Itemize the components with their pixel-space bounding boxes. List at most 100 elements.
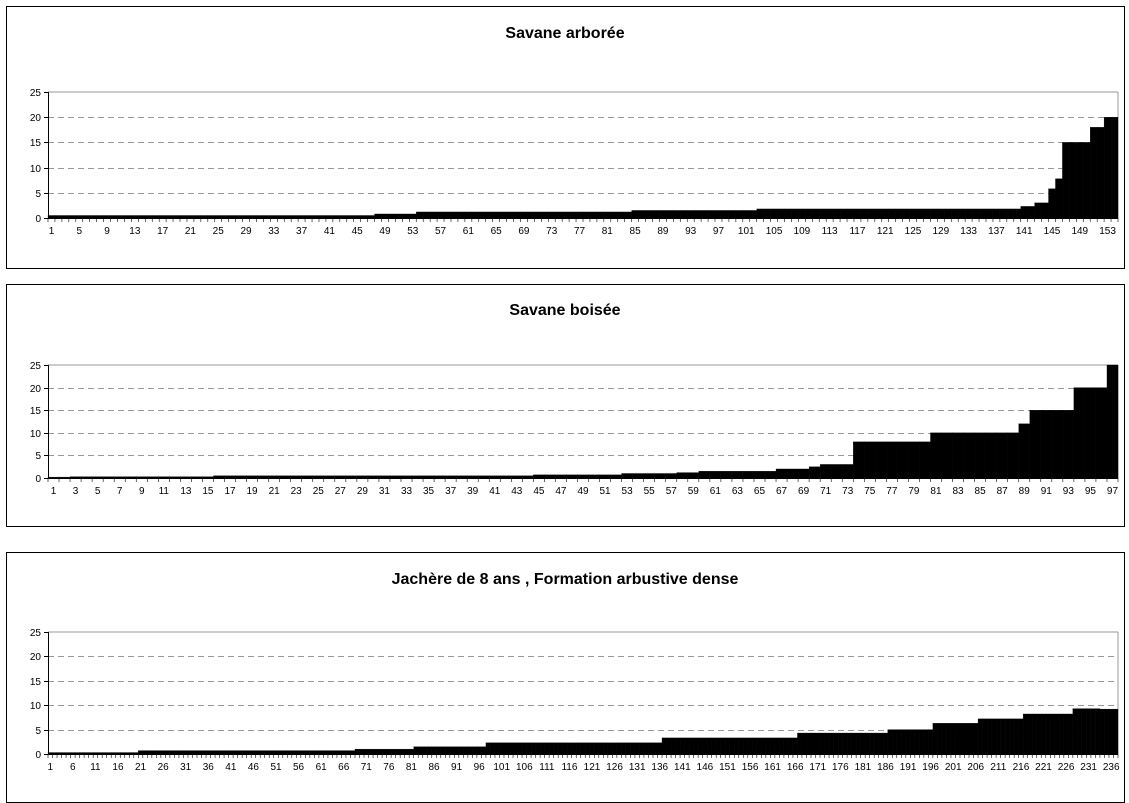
bar: [241, 750, 247, 755]
bar: [237, 750, 243, 755]
bar: [1034, 202, 1042, 219]
bar: [951, 208, 959, 219]
bar: [749, 210, 757, 219]
bar: [88, 752, 94, 755]
bar: [698, 471, 711, 479]
bar: [1027, 206, 1035, 219]
bar: [652, 210, 660, 219]
bar: [1023, 713, 1028, 755]
bar: [1063, 713, 1069, 755]
bar: [1077, 708, 1083, 755]
bar: [728, 210, 737, 219]
bar: [521, 742, 527, 755]
bar: [485, 742, 491, 755]
bar: [309, 750, 315, 755]
bar: [356, 475, 369, 479]
x-tick-label: 231: [1080, 762, 1097, 773]
x-tick-label: 73: [842, 486, 854, 497]
bar: [946, 723, 952, 755]
bar: [1104, 708, 1110, 755]
bar: [129, 752, 134, 755]
bar: [512, 742, 518, 755]
x-tick-label: 145: [1044, 226, 1061, 237]
bar: [806, 732, 812, 755]
bar: [111, 752, 116, 755]
bar: [607, 742, 613, 755]
x-tick-label: 13: [180, 486, 192, 497]
bar: [734, 737, 739, 755]
bar: [117, 215, 125, 219]
bar: [395, 213, 403, 219]
bar: [1095, 387, 1108, 479]
x-tick-label: 129: [932, 226, 949, 237]
bar: [1076, 142, 1084, 219]
bar: [930, 432, 942, 479]
bar: [61, 752, 67, 755]
bar: [742, 471, 755, 479]
bar: [676, 472, 688, 479]
x-tick-label: 146: [697, 762, 714, 773]
x-tick-label: 71: [820, 486, 832, 497]
x-tick-label: 41: [489, 486, 501, 497]
y-tick-label: 5: [35, 189, 41, 200]
bar: [114, 476, 126, 479]
bar: [332, 750, 338, 755]
x-tick-label: 226: [1058, 762, 1075, 773]
y-tick-label: 0: [35, 750, 41, 761]
x-tick-label: 61: [316, 762, 328, 773]
x-tick-label: 31: [379, 486, 391, 497]
bar: [937, 723, 943, 755]
bar: [617, 211, 625, 219]
bar: [1013, 208, 1021, 219]
bar: [478, 475, 490, 479]
bar: [743, 737, 748, 755]
bar: [291, 215, 299, 219]
bar: [345, 475, 358, 479]
bar: [467, 746, 473, 755]
bar: [1041, 713, 1046, 755]
x-tick-label: 25: [313, 486, 325, 497]
bar: [937, 208, 945, 219]
bar: [887, 729, 893, 755]
bar: [783, 737, 789, 755]
x-tick-label: 89: [657, 226, 669, 237]
bar: [1106, 364, 1119, 479]
bar: [874, 732, 879, 755]
bar: [402, 213, 410, 219]
bar: [492, 211, 500, 219]
bar: [634, 742, 640, 755]
bar: [720, 737, 726, 755]
x-tick-label: 211: [990, 762, 1006, 773]
bar: [977, 718, 983, 755]
bar: [232, 750, 238, 755]
bar: [389, 475, 402, 479]
x-tick-label: 141: [1016, 226, 1033, 237]
bar: [246, 750, 252, 755]
bar: [679, 737, 685, 755]
bar: [359, 748, 365, 755]
x-tick-label: 29: [240, 226, 252, 237]
bar: [395, 748, 401, 755]
chart-panel-1: Savane arborée 0 5 10 15 20 25 1 5 9 13 17 21 25 29 33 3…: [0, 0, 1129, 272]
bar: [1020, 206, 1028, 219]
x-tick-label: 206: [967, 762, 984, 773]
x-tick-label: 191: [900, 762, 917, 773]
bar: [588, 474, 600, 479]
bar: [864, 441, 876, 479]
bar: [846, 208, 855, 219]
bar: [1009, 718, 1015, 755]
bar: [675, 737, 681, 755]
x-tick-label: 149: [1071, 226, 1088, 237]
bar: [1072, 708, 1078, 755]
x-tick-label: 61: [463, 226, 475, 237]
bar: [255, 750, 261, 755]
x-tick-label: 91: [451, 762, 463, 773]
bar: [812, 208, 820, 219]
bar: [284, 215, 292, 219]
bar: [372, 748, 378, 755]
x-tick-label: 117: [849, 226, 865, 237]
bar: [895, 208, 903, 219]
bar: [56, 752, 62, 755]
bar: [756, 208, 764, 219]
